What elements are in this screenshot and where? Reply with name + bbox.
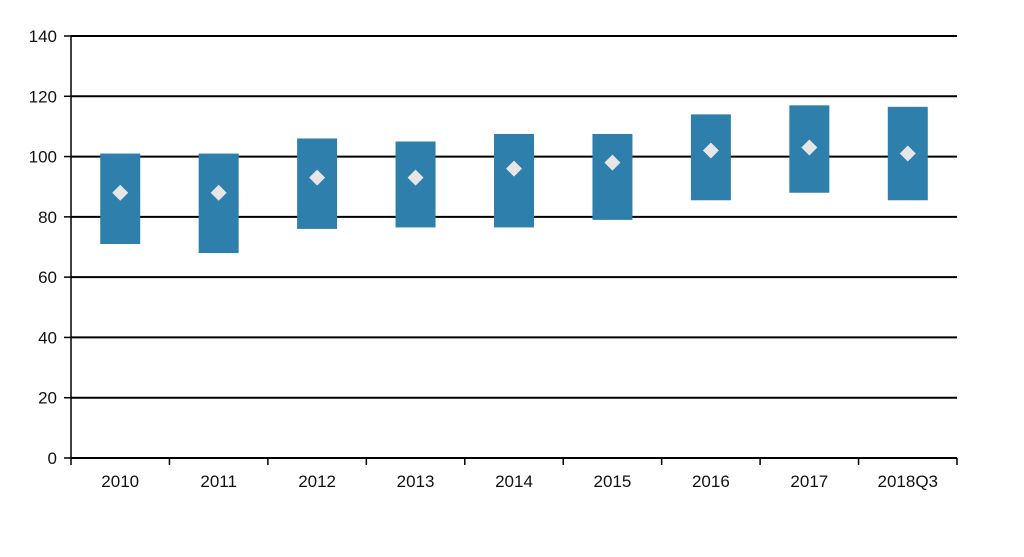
- range-bar-2015: [592, 133, 633, 220]
- marker-2012: [309, 169, 326, 186]
- axes: [64, 35, 958, 465]
- range-bar-2011: [198, 153, 239, 254]
- x-tick-label: 2015: [594, 472, 632, 491]
- x-tick-label: 2016: [692, 472, 730, 491]
- y-tick-label: 40: [38, 328, 57, 347]
- x-tick-label: 2017: [790, 472, 828, 491]
- marker-2015: [604, 154, 621, 171]
- x-tick-label: 2018Q3: [878, 472, 939, 491]
- y-tick-label: 120: [29, 87, 57, 106]
- range-bar-2014: [494, 133, 534, 228]
- x-tick-label: 2013: [397, 472, 435, 491]
- y-tick-label: 20: [38, 389, 57, 408]
- marker-2010: [112, 184, 129, 201]
- y-tick-label: 60: [38, 268, 57, 287]
- range-bars: [100, 105, 928, 254]
- marker-2011: [210, 184, 227, 201]
- y-tick-label: 140: [29, 27, 57, 46]
- x-tick-label: 2010: [101, 472, 139, 491]
- marker-2013: [407, 169, 424, 186]
- y-tick-label: 0: [48, 449, 57, 468]
- x-tick-label: 2014: [495, 472, 533, 491]
- marker-2016: [702, 142, 719, 159]
- marker-2014: [506, 160, 522, 177]
- x-tick-label: 2011: [200, 472, 237, 491]
- marker-2017: [801, 139, 818, 156]
- value-markers: [112, 139, 916, 201]
- x-tick-label: 2012: [298, 472, 336, 491]
- y-tick-label: 80: [38, 208, 57, 227]
- y-tick-label: 100: [29, 148, 57, 167]
- marker-2018Q3: [899, 145, 916, 162]
- tick-labels: 0 20 40 60 80 100 120 140 2010 2011 2012 2013 2014 20…: [29, 27, 938, 491]
